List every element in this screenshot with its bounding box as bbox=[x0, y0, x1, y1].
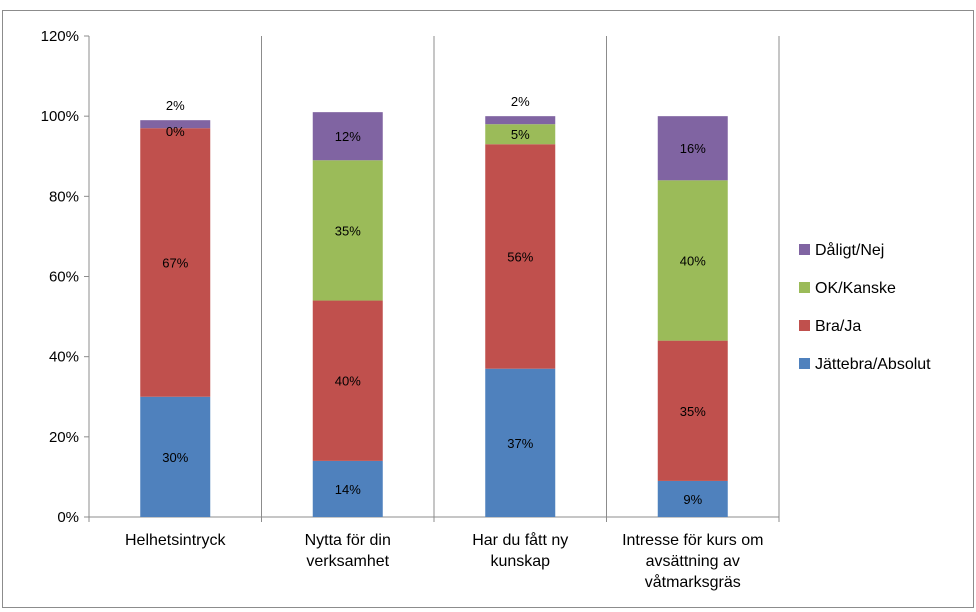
data-label: 35% bbox=[335, 223, 361, 238]
data-label: 2% bbox=[511, 94, 530, 109]
legend-swatch bbox=[799, 358, 810, 369]
category-label: Har du fått ny bbox=[472, 531, 568, 549]
bar-segment bbox=[140, 120, 211, 129]
category-label: Helhetsintryck bbox=[125, 532, 226, 549]
bar-segment bbox=[140, 128, 211, 397]
category-label: avsättning av bbox=[646, 553, 740, 570]
bar-segment bbox=[312, 460, 383, 517]
legend-label: Bra/Ja bbox=[815, 318, 861, 335]
bar-segment bbox=[140, 396, 211, 517]
bar-segment bbox=[312, 300, 383, 461]
data-label: 2% bbox=[166, 98, 185, 113]
grid-lines bbox=[261, 36, 780, 517]
legend-swatch bbox=[799, 320, 810, 331]
bar-segment bbox=[312, 160, 383, 301]
data-label: 37% bbox=[507, 436, 533, 451]
stacked-bar-chart: 30% 67% 0% 2% 14% 40% 35% 12% 37% 56% 5% 2% 9% 35% 40%… bbox=[41, 28, 932, 591]
category-labels: Helhetsintryck Nytta för din verksamhet Har… bbox=[125, 531, 763, 591]
y-tick-label: 60% bbox=[49, 269, 79, 286]
data-label: 67% bbox=[162, 255, 188, 270]
legend-swatch bbox=[799, 244, 810, 255]
data-label: 0% bbox=[166, 124, 185, 139]
data-label: 35% bbox=[680, 404, 706, 419]
bar-segment bbox=[657, 180, 728, 341]
bar-segment bbox=[485, 368, 556, 517]
y-tick-label: 40% bbox=[49, 349, 79, 366]
y-tick-label: 80% bbox=[49, 188, 79, 205]
data-label: 40% bbox=[335, 374, 361, 389]
y-tick-label: 100% bbox=[41, 108, 79, 125]
bar-segment bbox=[485, 144, 556, 369]
legend-label: Jättebra/Absolut bbox=[815, 356, 931, 373]
data-label: 16% bbox=[680, 141, 706, 156]
data-label: 12% bbox=[335, 129, 361, 144]
y-tick-label: 0% bbox=[57, 509, 79, 526]
bars bbox=[140, 112, 728, 517]
bar-segment bbox=[657, 116, 728, 181]
category-label: Intresse för kurs om bbox=[622, 532, 763, 549]
category-label: Nytta för din bbox=[305, 532, 391, 549]
y-tick-label: 20% bbox=[49, 429, 79, 446]
data-label: 40% bbox=[680, 253, 706, 268]
legend-label: Dåligt/Nej bbox=[815, 241, 884, 259]
data-label: 9% bbox=[683, 492, 702, 507]
bar-segment bbox=[657, 480, 728, 517]
bar-segment bbox=[485, 124, 556, 145]
y-tick-labels: 0% 20% 40% 60% 80% 100% 120% bbox=[41, 28, 79, 526]
chart-frame: 30% 67% 0% 2% 14% 40% 35% 12% 37% 56% 5% 2% 9% 35% 40%… bbox=[2, 10, 974, 608]
bar-segment bbox=[485, 116, 556, 125]
data-label: 56% bbox=[507, 249, 533, 264]
data-label: 14% bbox=[335, 482, 361, 497]
data-labels: 30% 67% 0% 2% 14% 40% 35% 12% 37% 56% 5% 2% 9% 35% 40%… bbox=[162, 94, 706, 507]
legend-swatch bbox=[799, 282, 810, 293]
category-label: våtmarksgräs bbox=[645, 573, 741, 591]
y-tick-label: 120% bbox=[41, 28, 79, 45]
legend: Dåligt/Nej OK/Kanske Bra/Ja Jättebra/Absolu… bbox=[799, 241, 931, 373]
legend-label: OK/Kanske bbox=[815, 280, 896, 297]
category-label: verksamhet bbox=[306, 553, 389, 570]
data-label: 30% bbox=[162, 450, 188, 465]
data-label: 5% bbox=[511, 127, 530, 142]
bar-segment bbox=[312, 112, 383, 161]
bar-segment bbox=[657, 340, 728, 481]
category-label: kunskap bbox=[490, 553, 550, 570]
